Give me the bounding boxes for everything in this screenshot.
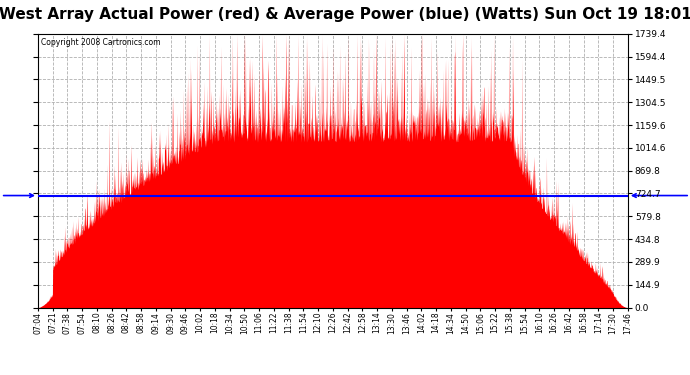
Text: Copyright 2008 Cartronics.com: Copyright 2008 Cartronics.com (41, 38, 160, 47)
Text: 711.34: 711.34 (633, 178, 690, 213)
Text: West Array Actual Power (red) & Average Power (blue) (Watts) Sun Oct 19 18:01: West Array Actual Power (red) & Average … (0, 8, 690, 22)
Text: 711.34: 711.34 (0, 178, 33, 213)
